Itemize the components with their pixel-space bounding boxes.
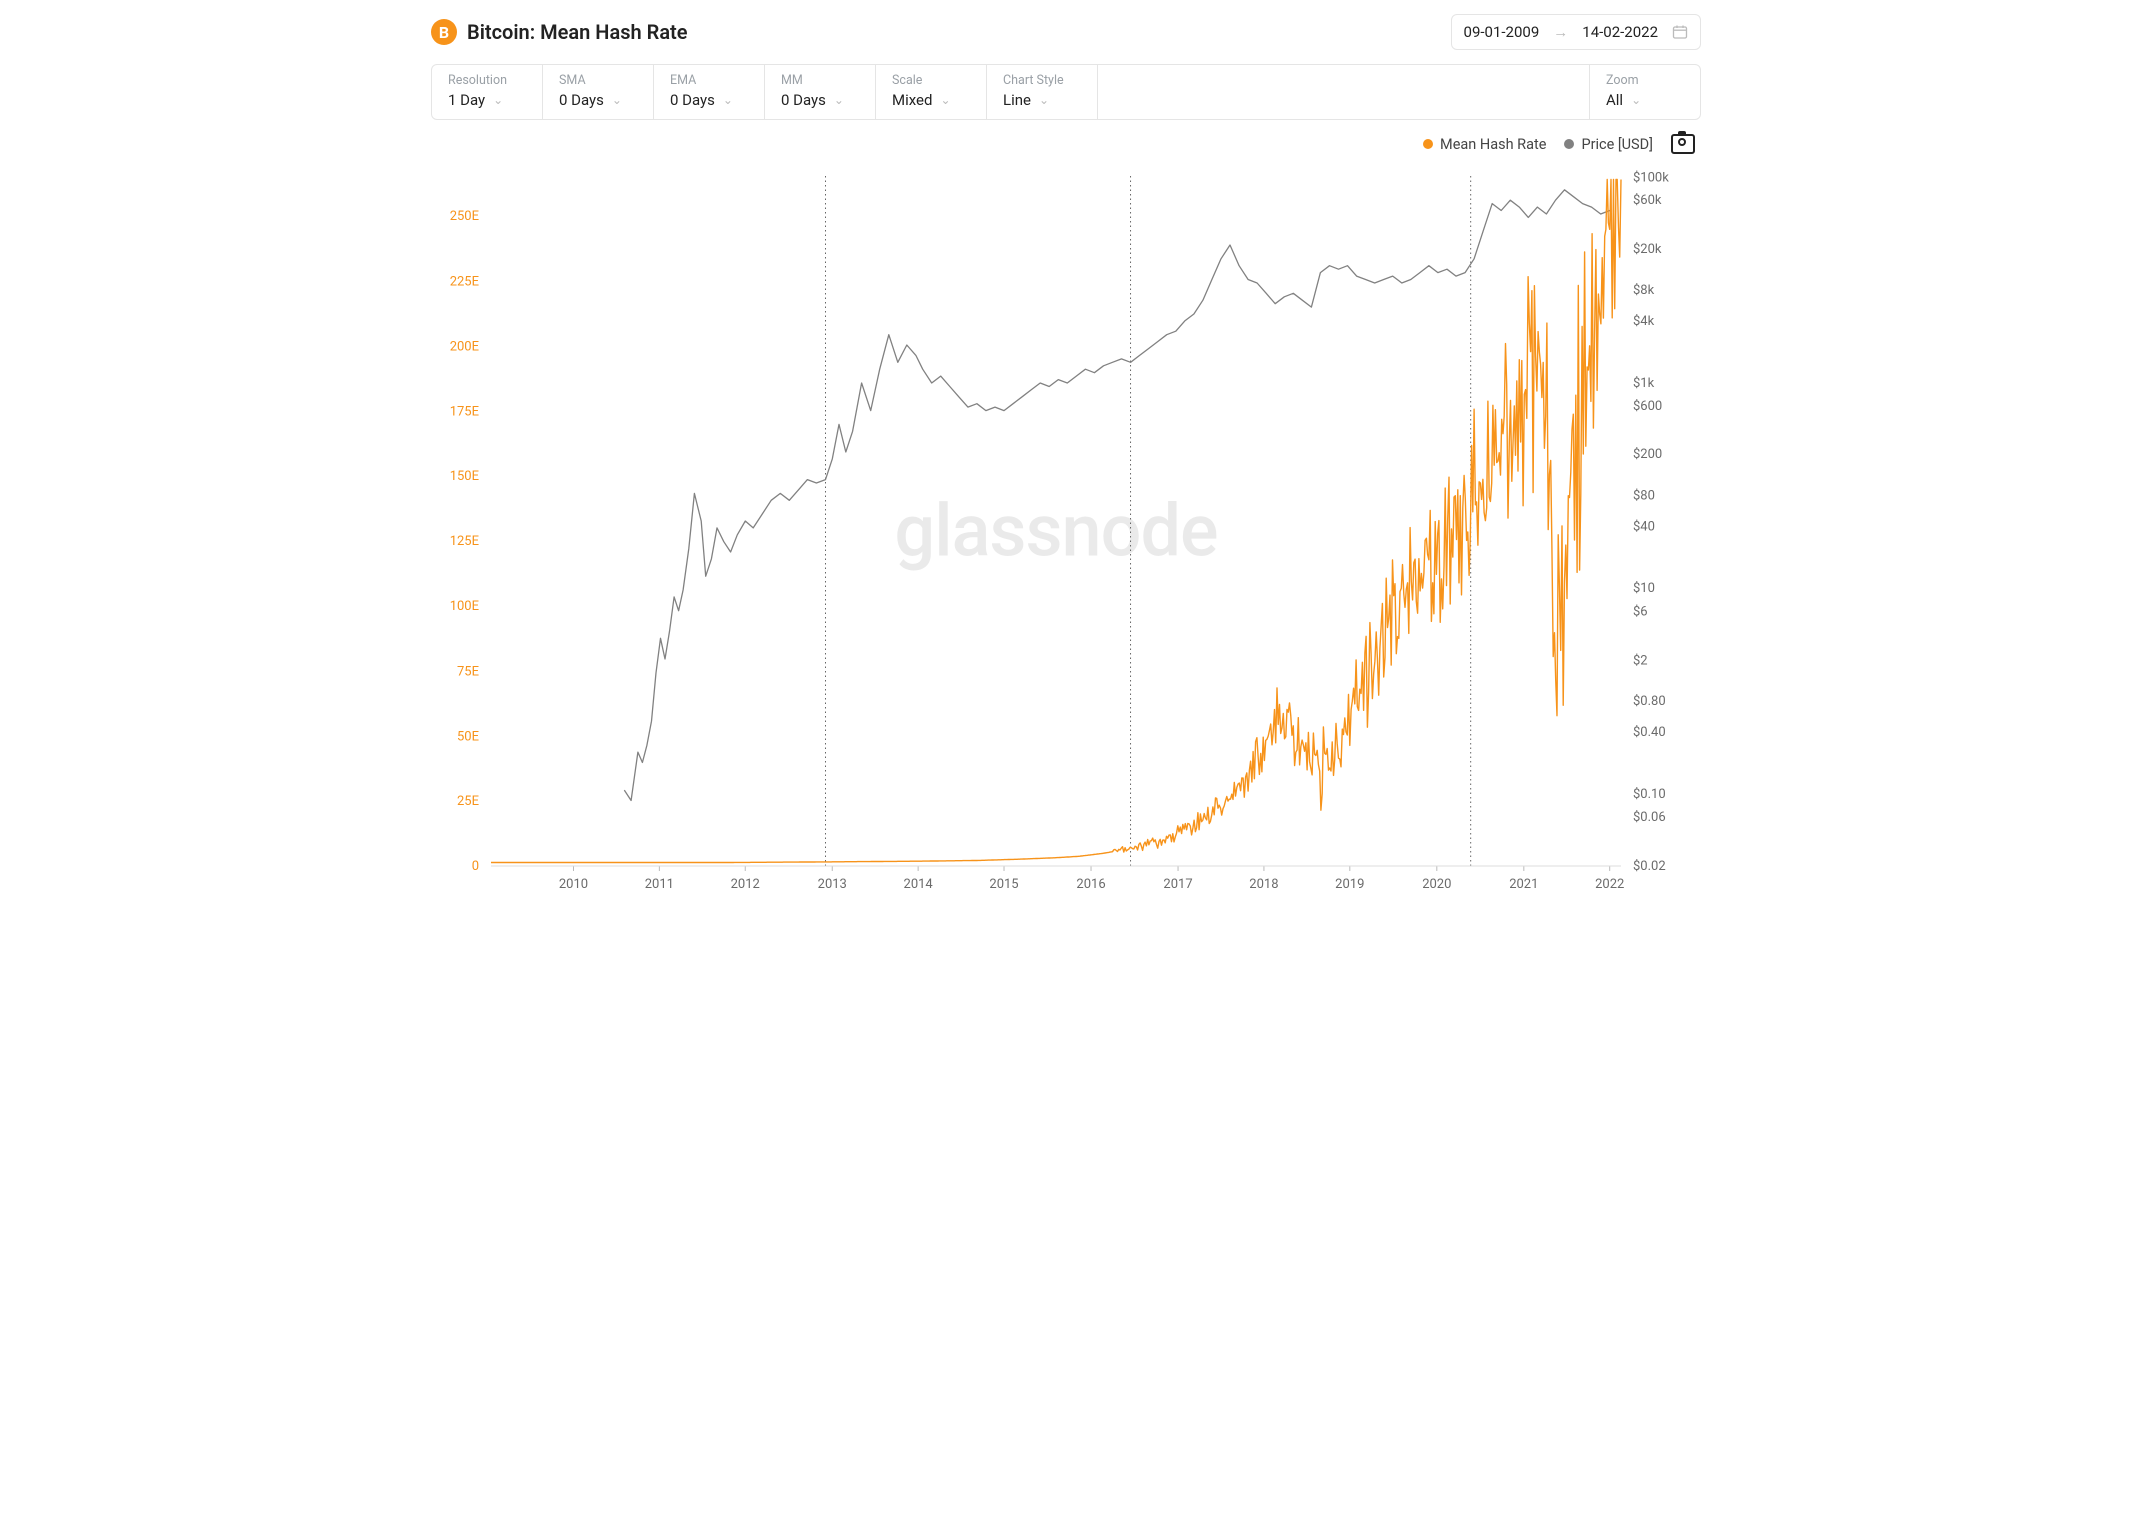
svg-text:200E: 200E bbox=[450, 339, 479, 354]
chevron-down-icon: ⌄ bbox=[1631, 93, 1641, 107]
toolbar-scale[interactable]: Scale Mixed ⌄ bbox=[876, 65, 987, 119]
toolbar-value: 0 Days bbox=[670, 91, 715, 109]
bitcoin-icon: B bbox=[431, 19, 457, 45]
toolbar-value: Mixed bbox=[892, 91, 932, 109]
toolbar-label: Zoom bbox=[1606, 73, 1684, 88]
legend-item-hash[interactable]: Mean Hash Rate bbox=[1423, 136, 1546, 153]
svg-text:$1k: $1k bbox=[1633, 376, 1655, 391]
svg-text:$2: $2 bbox=[1633, 653, 1648, 668]
svg-text:50E: 50E bbox=[457, 729, 479, 744]
svg-text:$0.40: $0.40 bbox=[1633, 725, 1666, 740]
svg-text:$80: $80 bbox=[1633, 488, 1655, 503]
svg-text:175E: 175E bbox=[450, 404, 479, 419]
toolbar-mm[interactable]: MM 0 Days ⌄ bbox=[765, 65, 876, 119]
toolbar-value: 0 Days bbox=[781, 91, 826, 109]
bitcoin-icon-glyph: B bbox=[439, 23, 449, 42]
chevron-down-icon: ⌄ bbox=[1039, 93, 1049, 107]
svg-text:$6: $6 bbox=[1633, 604, 1648, 619]
header-left: B Bitcoin: Mean Hash Rate bbox=[431, 19, 688, 45]
svg-text:2015: 2015 bbox=[989, 877, 1018, 892]
svg-text:150E: 150E bbox=[450, 469, 479, 484]
header: B Bitcoin: Mean Hash Rate 09-01-2009 → 1… bbox=[431, 8, 1701, 64]
svg-text:$0.02: $0.02 bbox=[1633, 859, 1666, 874]
chevron-down-icon: ⌄ bbox=[612, 93, 622, 107]
toolbar-zoom[interactable]: Zoom All ⌄ bbox=[1590, 65, 1700, 119]
svg-text:2016: 2016 bbox=[1076, 877, 1105, 892]
svg-text:2019: 2019 bbox=[1335, 877, 1364, 892]
date-from: 09-01-2009 bbox=[1464, 23, 1540, 41]
svg-text:$40: $40 bbox=[1633, 520, 1655, 535]
toolbar-label: EMA bbox=[670, 73, 748, 88]
toolbar-label: SMA bbox=[559, 73, 637, 88]
svg-text:125E: 125E bbox=[450, 534, 479, 549]
svg-text:0: 0 bbox=[472, 859, 479, 874]
legend-label: Price [USD] bbox=[1581, 136, 1653, 153]
svg-text:2022: 2022 bbox=[1595, 877, 1624, 892]
toolbar-label: Chart Style bbox=[1003, 73, 1081, 88]
chevron-down-icon: ⌄ bbox=[493, 93, 503, 107]
svg-text:$0.10: $0.10 bbox=[1633, 787, 1666, 802]
toolbar-label: Scale bbox=[892, 73, 970, 88]
legend-label: Mean Hash Rate bbox=[1440, 136, 1546, 153]
toolbar-value: All bbox=[1606, 91, 1623, 109]
chevron-down-icon: ⌄ bbox=[723, 93, 733, 107]
legend: Mean Hash Rate Price [USD] bbox=[431, 128, 1701, 156]
chevron-down-icon: ⌄ bbox=[834, 93, 844, 107]
chart[interactable]: glassnode 0 25E 50E 75E 100E 125E 150E 175E 200E 2… bbox=[431, 156, 1701, 896]
chevron-down-icon: ⌄ bbox=[940, 93, 950, 107]
svg-text:2012: 2012 bbox=[731, 877, 760, 892]
arrow-right-icon: → bbox=[1553, 23, 1568, 41]
svg-text:$10: $10 bbox=[1633, 581, 1655, 596]
svg-text:glassnode: glassnode bbox=[894, 489, 1217, 574]
svg-text:2010: 2010 bbox=[559, 877, 588, 892]
svg-text:2020: 2020 bbox=[1422, 877, 1451, 892]
svg-text:$20k: $20k bbox=[1633, 242, 1662, 257]
svg-text:2011: 2011 bbox=[645, 877, 674, 892]
page-title: Bitcoin: Mean Hash Rate bbox=[467, 20, 688, 44]
svg-text:225E: 225E bbox=[450, 275, 479, 290]
svg-text:25E: 25E bbox=[457, 794, 479, 809]
svg-text:$60k: $60k bbox=[1633, 193, 1662, 208]
toolbar-label: Resolution bbox=[448, 73, 526, 88]
svg-text:75E: 75E bbox=[457, 664, 479, 679]
svg-text:2013: 2013 bbox=[818, 877, 847, 892]
toolbar-sma[interactable]: SMA 0 Days ⌄ bbox=[543, 65, 654, 119]
svg-text:2014: 2014 bbox=[904, 877, 934, 892]
legend-item-price[interactable]: Price [USD] bbox=[1564, 136, 1653, 153]
legend-dot bbox=[1564, 139, 1574, 149]
svg-text:2021: 2021 bbox=[1509, 877, 1538, 892]
toolbar-value: 0 Days bbox=[559, 91, 604, 109]
svg-text:$8k: $8k bbox=[1633, 283, 1655, 298]
svg-text:$100k: $100k bbox=[1633, 170, 1669, 185]
svg-text:2018: 2018 bbox=[1249, 877, 1278, 892]
svg-text:$0.06: $0.06 bbox=[1633, 810, 1666, 825]
toolbar-value: Line bbox=[1003, 91, 1031, 109]
svg-text:2017: 2017 bbox=[1163, 877, 1192, 892]
svg-text:250E: 250E bbox=[450, 209, 479, 224]
svg-text:$600: $600 bbox=[1633, 399, 1662, 414]
toolbar-value: 1 Day bbox=[448, 91, 485, 109]
toolbar-label: MM bbox=[781, 73, 859, 88]
svg-text:$0.80: $0.80 bbox=[1633, 694, 1666, 709]
toolbar-resolution[interactable]: Resolution 1 Day ⌄ bbox=[432, 65, 543, 119]
date-to: 14-02-2022 bbox=[1582, 23, 1658, 41]
calendar-icon bbox=[1672, 24, 1688, 40]
camera-icon[interactable] bbox=[1671, 134, 1695, 154]
legend-dot bbox=[1423, 139, 1433, 149]
toolbar: Resolution 1 Day ⌄ SMA 0 Days ⌄ EMA 0 Days… bbox=[431, 64, 1701, 120]
svg-text:$4k: $4k bbox=[1633, 314, 1655, 329]
toolbar-ema[interactable]: EMA 0 Days ⌄ bbox=[654, 65, 765, 119]
date-range-picker[interactable]: 09-01-2009 → 14-02-2022 bbox=[1451, 14, 1701, 50]
toolbar-spacer bbox=[1098, 65, 1590, 119]
svg-text:$200: $200 bbox=[1633, 447, 1662, 462]
svg-text:100E: 100E bbox=[450, 599, 479, 614]
toolbar-chart-style[interactable]: Chart Style Line ⌄ bbox=[987, 65, 1098, 119]
chart-svg: glassnode 0 25E 50E 75E 100E 125E 150E 175E 200E 2… bbox=[431, 156, 1681, 896]
